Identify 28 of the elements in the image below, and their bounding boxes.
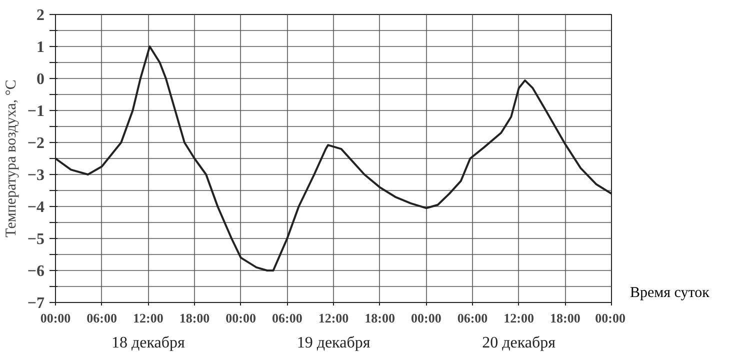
y-tick-label: 2 <box>36 7 44 24</box>
y-tick-label: −4 <box>27 199 45 216</box>
x-axis-title: Время суток <box>630 284 710 303</box>
x-tick-label: 06:00 <box>457 310 488 326</box>
y-tick-label: −3 <box>27 167 45 184</box>
y-tick-label: −6 <box>27 263 45 280</box>
x-tick-label: 00:00 <box>40 310 71 326</box>
y-tick-label: 0 <box>36 71 44 88</box>
x-tick-label: 18:00 <box>550 310 580 326</box>
x-tick-label: 12:00 <box>318 310 349 326</box>
y-tick-label: −1 <box>27 103 45 120</box>
x-tick-label: 12:00 <box>133 310 164 326</box>
x-tick-label: 12:00 <box>504 310 534 326</box>
text: 20 декабря <box>482 334 556 352</box>
x-tick-label: 06:00 <box>86 310 118 326</box>
y-tick-label: −7 <box>27 295 45 312</box>
y-tick-label: 1 <box>36 39 44 56</box>
y-tick-label: −2 <box>27 135 45 152</box>
text: 18 декабря <box>111 334 186 352</box>
x-tick-label: 18:00 <box>179 310 210 326</box>
x-tick-label: 18:00 <box>364 310 396 326</box>
x-tick-label: 00:00 <box>226 310 256 326</box>
x-tick-label: 00:00 <box>411 310 442 326</box>
y-axis-title: Температура воздуха, °C <box>3 80 20 238</box>
x-tick-label: 06:00 <box>272 310 302 326</box>
text: 19 декабря <box>296 334 371 352</box>
y-tick-label: −5 <box>27 231 45 248</box>
x-tick-label: 00:00 <box>595 310 626 326</box>
